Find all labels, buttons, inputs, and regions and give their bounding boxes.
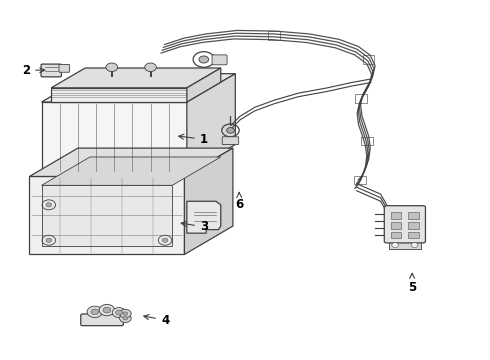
Circle shape	[99, 305, 115, 316]
Circle shape	[123, 312, 128, 315]
Circle shape	[145, 63, 156, 72]
Polygon shape	[29, 176, 184, 255]
Circle shape	[46, 238, 52, 242]
Polygon shape	[29, 148, 233, 176]
Bar	[408, 232, 419, 238]
FancyBboxPatch shape	[41, 64, 61, 77]
FancyBboxPatch shape	[222, 137, 239, 145]
Bar	[361, 137, 373, 145]
Polygon shape	[42, 185, 172, 246]
Bar	[268, 31, 280, 40]
Polygon shape	[184, 148, 233, 255]
Circle shape	[226, 127, 234, 133]
Polygon shape	[42, 157, 221, 185]
Polygon shape	[51, 88, 187, 102]
Circle shape	[116, 310, 122, 315]
Polygon shape	[187, 74, 235, 173]
Text: 4: 4	[144, 314, 169, 327]
Text: 2: 2	[22, 64, 45, 77]
Polygon shape	[51, 68, 221, 88]
Circle shape	[392, 243, 398, 248]
Polygon shape	[187, 201, 221, 233]
Circle shape	[199, 56, 209, 63]
Circle shape	[87, 306, 102, 318]
Bar	[355, 94, 367, 103]
FancyBboxPatch shape	[81, 314, 123, 326]
FancyBboxPatch shape	[384, 206, 425, 243]
Circle shape	[120, 309, 131, 318]
Text: 5: 5	[408, 273, 416, 293]
FancyBboxPatch shape	[59, 64, 70, 72]
Circle shape	[106, 63, 118, 72]
Polygon shape	[42, 102, 187, 173]
Bar	[408, 212, 419, 219]
Bar	[391, 212, 401, 219]
Polygon shape	[42, 74, 235, 102]
Circle shape	[103, 307, 111, 313]
Circle shape	[162, 238, 168, 242]
Text: 3: 3	[181, 220, 208, 233]
Bar	[408, 222, 419, 229]
Polygon shape	[187, 68, 221, 102]
Circle shape	[120, 314, 131, 323]
Circle shape	[123, 316, 128, 320]
Circle shape	[411, 243, 418, 248]
Circle shape	[91, 309, 98, 315]
Bar	[363, 55, 374, 64]
Bar	[354, 176, 366, 184]
Bar	[391, 222, 401, 229]
Circle shape	[46, 203, 52, 207]
Text: 6: 6	[235, 192, 244, 211]
Bar	[389, 241, 420, 249]
FancyBboxPatch shape	[212, 55, 227, 65]
Bar	[391, 232, 401, 238]
Text: 1: 1	[179, 133, 208, 146]
Circle shape	[112, 307, 126, 318]
